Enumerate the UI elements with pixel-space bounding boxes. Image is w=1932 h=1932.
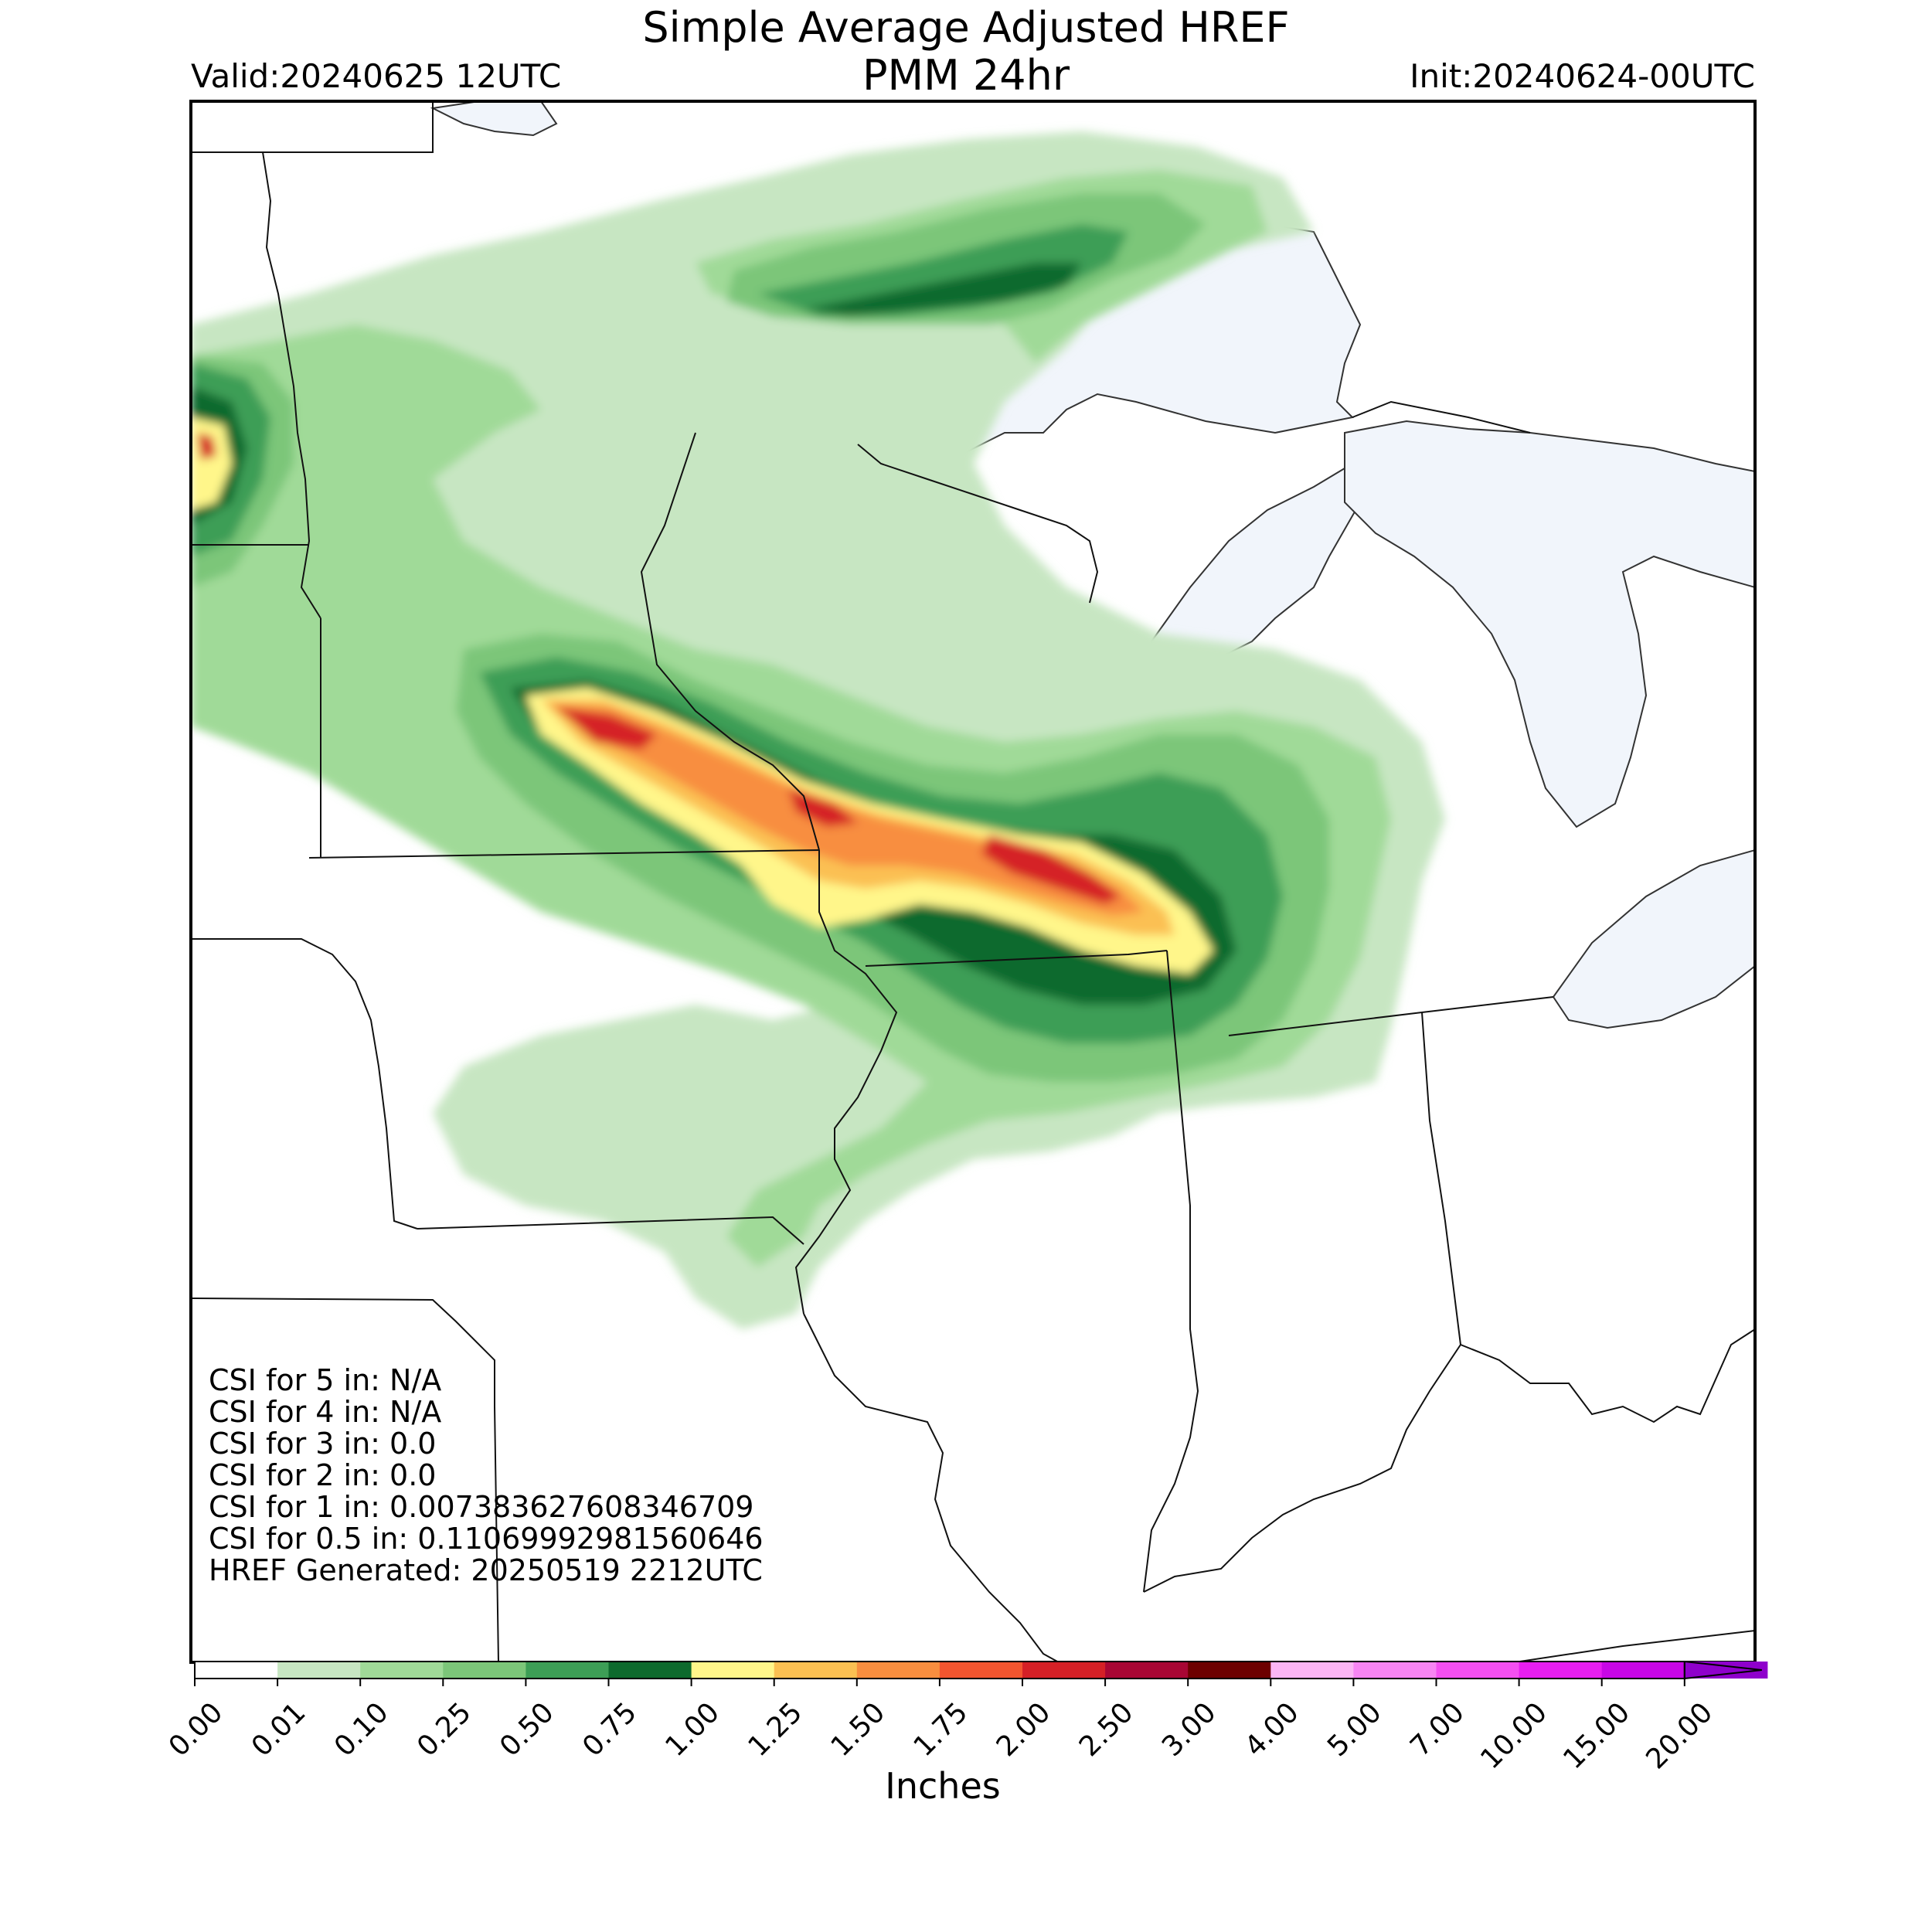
csi-2in: CSI for 2 in: 0.0 (209, 1458, 437, 1492)
map-area (191, 101, 1755, 1662)
colorbar-swatch (691, 1662, 775, 1679)
colorbar-swatch (1519, 1662, 1603, 1679)
csi-5in: CSI for 5 in: N/A (209, 1363, 442, 1397)
csi-0.5in: CSI for 0.5 in: 0.11069992981560646 (209, 1522, 764, 1556)
colorbar-swatch (526, 1662, 609, 1679)
border-mi-peninsula (1352, 400, 1531, 434)
lake-huron (1344, 420, 1755, 828)
precip-contour-1.50 (549, 703, 1144, 916)
border-ne-ks (191, 1298, 472, 1338)
precip-contour-2.00 (197, 433, 1121, 904)
valid-time-label: Valid:20240625 12UTC (191, 57, 562, 95)
colorbar-tick-label: 4.00 (1239, 1696, 1305, 1763)
colorbar-swatch (360, 1662, 444, 1679)
colorbar-swatch (1353, 1662, 1437, 1679)
border-sd-ne (191, 938, 418, 1230)
colorbar-swatch (1601, 1662, 1685, 1679)
border-ohio-river (1460, 1328, 1755, 1423)
colorbar-tick-label: 1.25 (742, 1696, 808, 1763)
colorbar-tick-label: 0.50 (494, 1696, 560, 1763)
border-mn-ia (308, 849, 820, 859)
colorbar-tick-label: 0.00 (163, 1696, 230, 1763)
colorbar-tick-label: 1.00 (659, 1696, 726, 1763)
colorbar-tick-label: 0.75 (577, 1696, 643, 1763)
colorbar-swatch (277, 1662, 361, 1679)
colorbar-tick-label: 0.01 (246, 1696, 312, 1763)
lake-winnipeg-edge (430, 101, 558, 137)
colorbar-swatch (195, 1662, 278, 1679)
colorbar-tick-label: 20.00 (1640, 1696, 1719, 1775)
border-ia-wi-il (794, 850, 898, 1315)
init-time-label: Init:20240624-00UTC (1410, 57, 1755, 95)
colorbar-swatch (856, 1662, 940, 1679)
border-wi-mi-up (857, 444, 1099, 604)
colorbar-tick-label: 1.75 (908, 1696, 975, 1763)
href-generated: HREF Generated: 20250519 2212UTC (209, 1553, 763, 1587)
colorbar-tick-label: 5.00 (1321, 1696, 1388, 1763)
colorbar-tick-label: 0.10 (328, 1696, 395, 1763)
csi-3in: CSI for 3 in: 0.0 (209, 1427, 437, 1461)
colorbar-swatch (1105, 1662, 1189, 1679)
colorbar-tick-label: 3.00 (1156, 1696, 1223, 1763)
precip-field (191, 131, 1445, 1329)
border-wi-il (865, 950, 1168, 967)
border-mo-il (803, 1313, 1060, 1662)
border-ks-mo (471, 1336, 499, 1662)
colorbar-swatch (1188, 1662, 1271, 1679)
colorbar-swatch (774, 1662, 858, 1679)
border-mn-wi (640, 432, 820, 851)
figure-title-line2: PMM 24hr (862, 51, 1070, 100)
border-canada (191, 101, 434, 153)
lake-erie (1552, 849, 1755, 1029)
colorbar-tick-label: 10.00 (1475, 1696, 1553, 1775)
border-ia-mo (417, 1216, 804, 1245)
colorbar-tick-label: 15.00 (1557, 1696, 1636, 1775)
border-nd-mn (262, 151, 321, 619)
colorbar-tick-label: 2.50 (1073, 1696, 1140, 1763)
colorbar-tick-label: 0.25 (411, 1696, 478, 1763)
political-borders (191, 101, 1755, 1662)
border-ky (1143, 1344, 1461, 1593)
csi-1in: CSI for 1 in: 0.007383627608346709 (209, 1490, 754, 1524)
colorbar-tick-label: 7.00 (1404, 1696, 1471, 1763)
colorbar: 0.00 0.01 0.10 0.25 0.50 0.75 1.00 1.25 1.50 1.75… (163, 1660, 1768, 1775)
border-in-oh (1421, 1012, 1461, 1345)
csi-stats-box: CSI for 5 in: N/A CSI for 4 in: N/A CSI … (209, 1365, 764, 1587)
border-ky-tn (1514, 1630, 1755, 1662)
colorbar-units-label: Inches (885, 1765, 1001, 1807)
colorbar-swatch (939, 1662, 1023, 1679)
figure-title-line1: Simple Average Adjusted HREF (642, 3, 1290, 52)
colorbar-swatch (1022, 1662, 1106, 1679)
colorbar-swatch (1436, 1662, 1520, 1679)
border-il-in (1143, 950, 1199, 1593)
colorbar-tick-label: 1.50 (825, 1696, 892, 1763)
colorbar-tick-label: 2.00 (991, 1696, 1057, 1763)
csi-4in: CSI for 4 in: N/A (209, 1395, 442, 1429)
colorbar-swatch (443, 1662, 526, 1679)
colorbar-swatch (1270, 1662, 1354, 1679)
colorbar-swatch (608, 1662, 692, 1679)
